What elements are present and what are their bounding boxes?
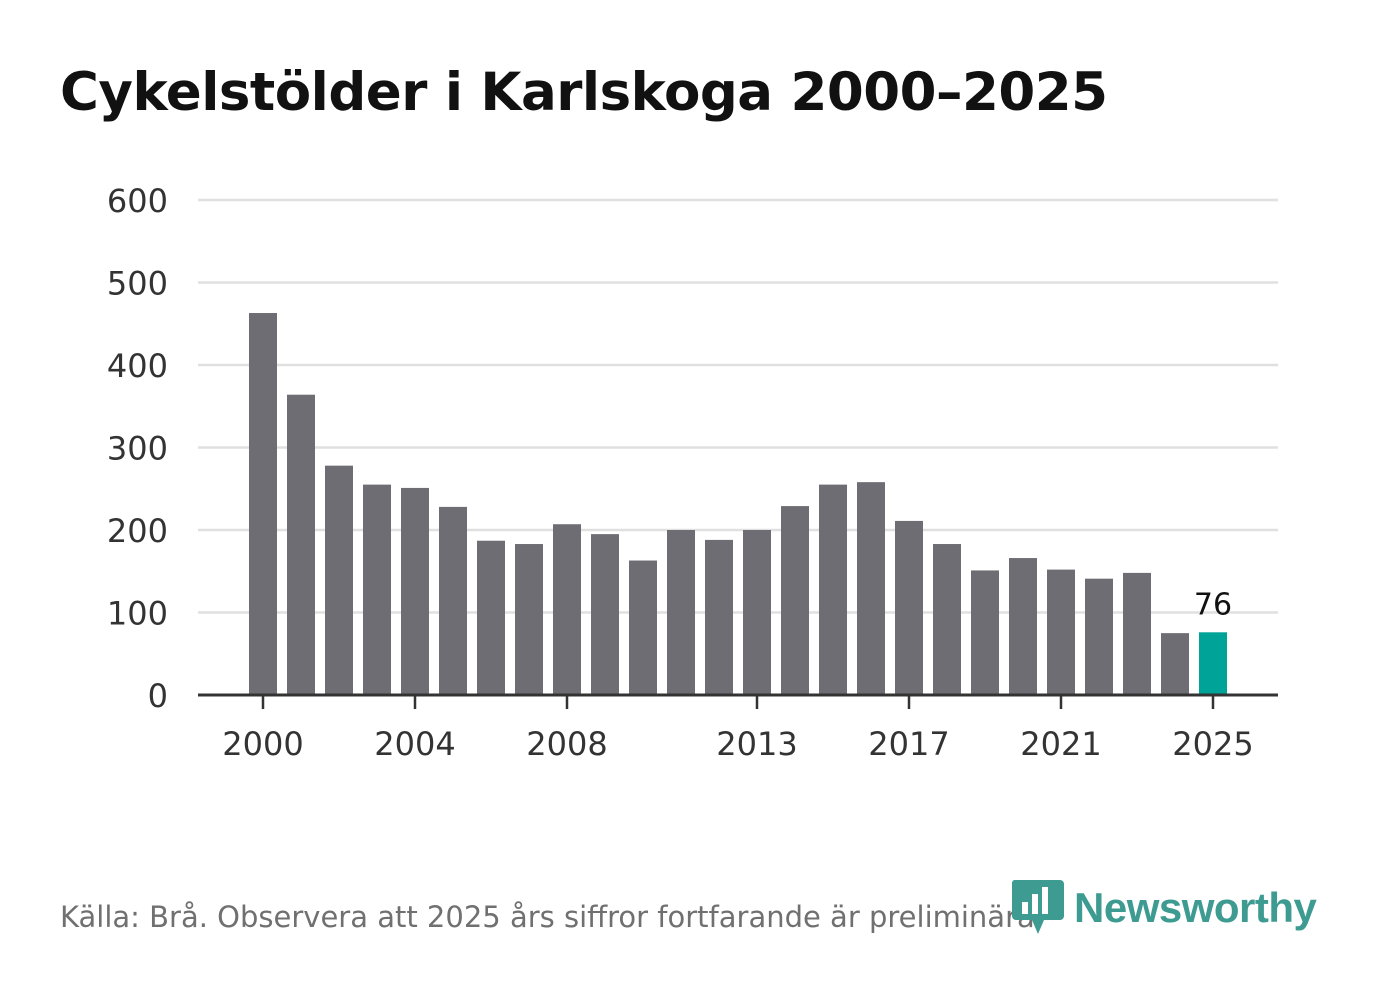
- newsworthy-logo: Newsworthy: [1010, 878, 1317, 938]
- x-tick-label: 2008: [526, 725, 607, 763]
- y-tick-label: 500: [107, 265, 168, 303]
- data-label-2025: 76: [1194, 587, 1232, 622]
- y-tick-label: 400: [107, 347, 168, 385]
- x-axis-ticks: 2000 2004 2008 2013 2017 2021 2025: [222, 695, 1254, 763]
- logo-text: Newsworthy: [1074, 884, 1317, 931]
- y-tick-label: 200: [107, 512, 168, 550]
- bar-2019: [971, 570, 999, 695]
- bar-2018: [933, 544, 961, 695]
- bar-2009: [591, 534, 619, 695]
- x-tick-label: 2021: [1020, 725, 1101, 763]
- bar-2015: [819, 484, 847, 695]
- chart-title: Cykelstölder i Karlskoga 2000–2025: [60, 62, 1108, 123]
- bar-2003: [363, 484, 391, 695]
- bar-2002: [325, 465, 353, 695]
- bar-2010: [629, 560, 657, 695]
- x-tick-label: 2025: [1172, 725, 1253, 763]
- y-axis-ticks: 0 100 200 300 400 500 600: [107, 182, 168, 715]
- bar-2011: [667, 530, 695, 695]
- bars: [249, 313, 1227, 695]
- bar-2008: [553, 524, 581, 695]
- grid-lines: [198, 198, 1278, 614]
- bar-2000: [249, 313, 277, 695]
- bar-2023: [1123, 572, 1151, 695]
- bar-2020: [1009, 558, 1037, 695]
- x-tick-label: 2004: [374, 725, 455, 763]
- bar-2022: [1085, 578, 1113, 695]
- newsworthy-logo-icon: [1011, 880, 1064, 934]
- y-tick-label: 300: [107, 430, 168, 468]
- bar-2021: [1047, 569, 1075, 695]
- x-tick-label: 2000: [222, 725, 303, 763]
- bar-2024: [1161, 633, 1189, 695]
- bar-2006: [477, 540, 505, 695]
- bar-2012: [705, 539, 733, 695]
- bar-2017: [895, 520, 923, 695]
- data-labels: 76: [1194, 587, 1232, 622]
- bar-2004: [401, 487, 429, 695]
- bar-2013: [743, 530, 771, 695]
- bar-2005: [439, 506, 467, 695]
- bar-2007: [515, 544, 543, 695]
- y-tick-label: 100: [107, 595, 168, 633]
- x-tick-label: 2013: [716, 725, 797, 763]
- x-tick-label: 2017: [868, 725, 949, 763]
- bar-2025: [1199, 632, 1227, 695]
- y-tick-label: 600: [107, 182, 168, 220]
- bar-2001: [287, 394, 315, 695]
- bar-2016: [857, 482, 885, 695]
- y-tick-label: 0: [148, 677, 168, 715]
- source-note: Källa: Brå. Observera att 2025 års siffr…: [60, 900, 1044, 934]
- bar-2014: [781, 506, 809, 695]
